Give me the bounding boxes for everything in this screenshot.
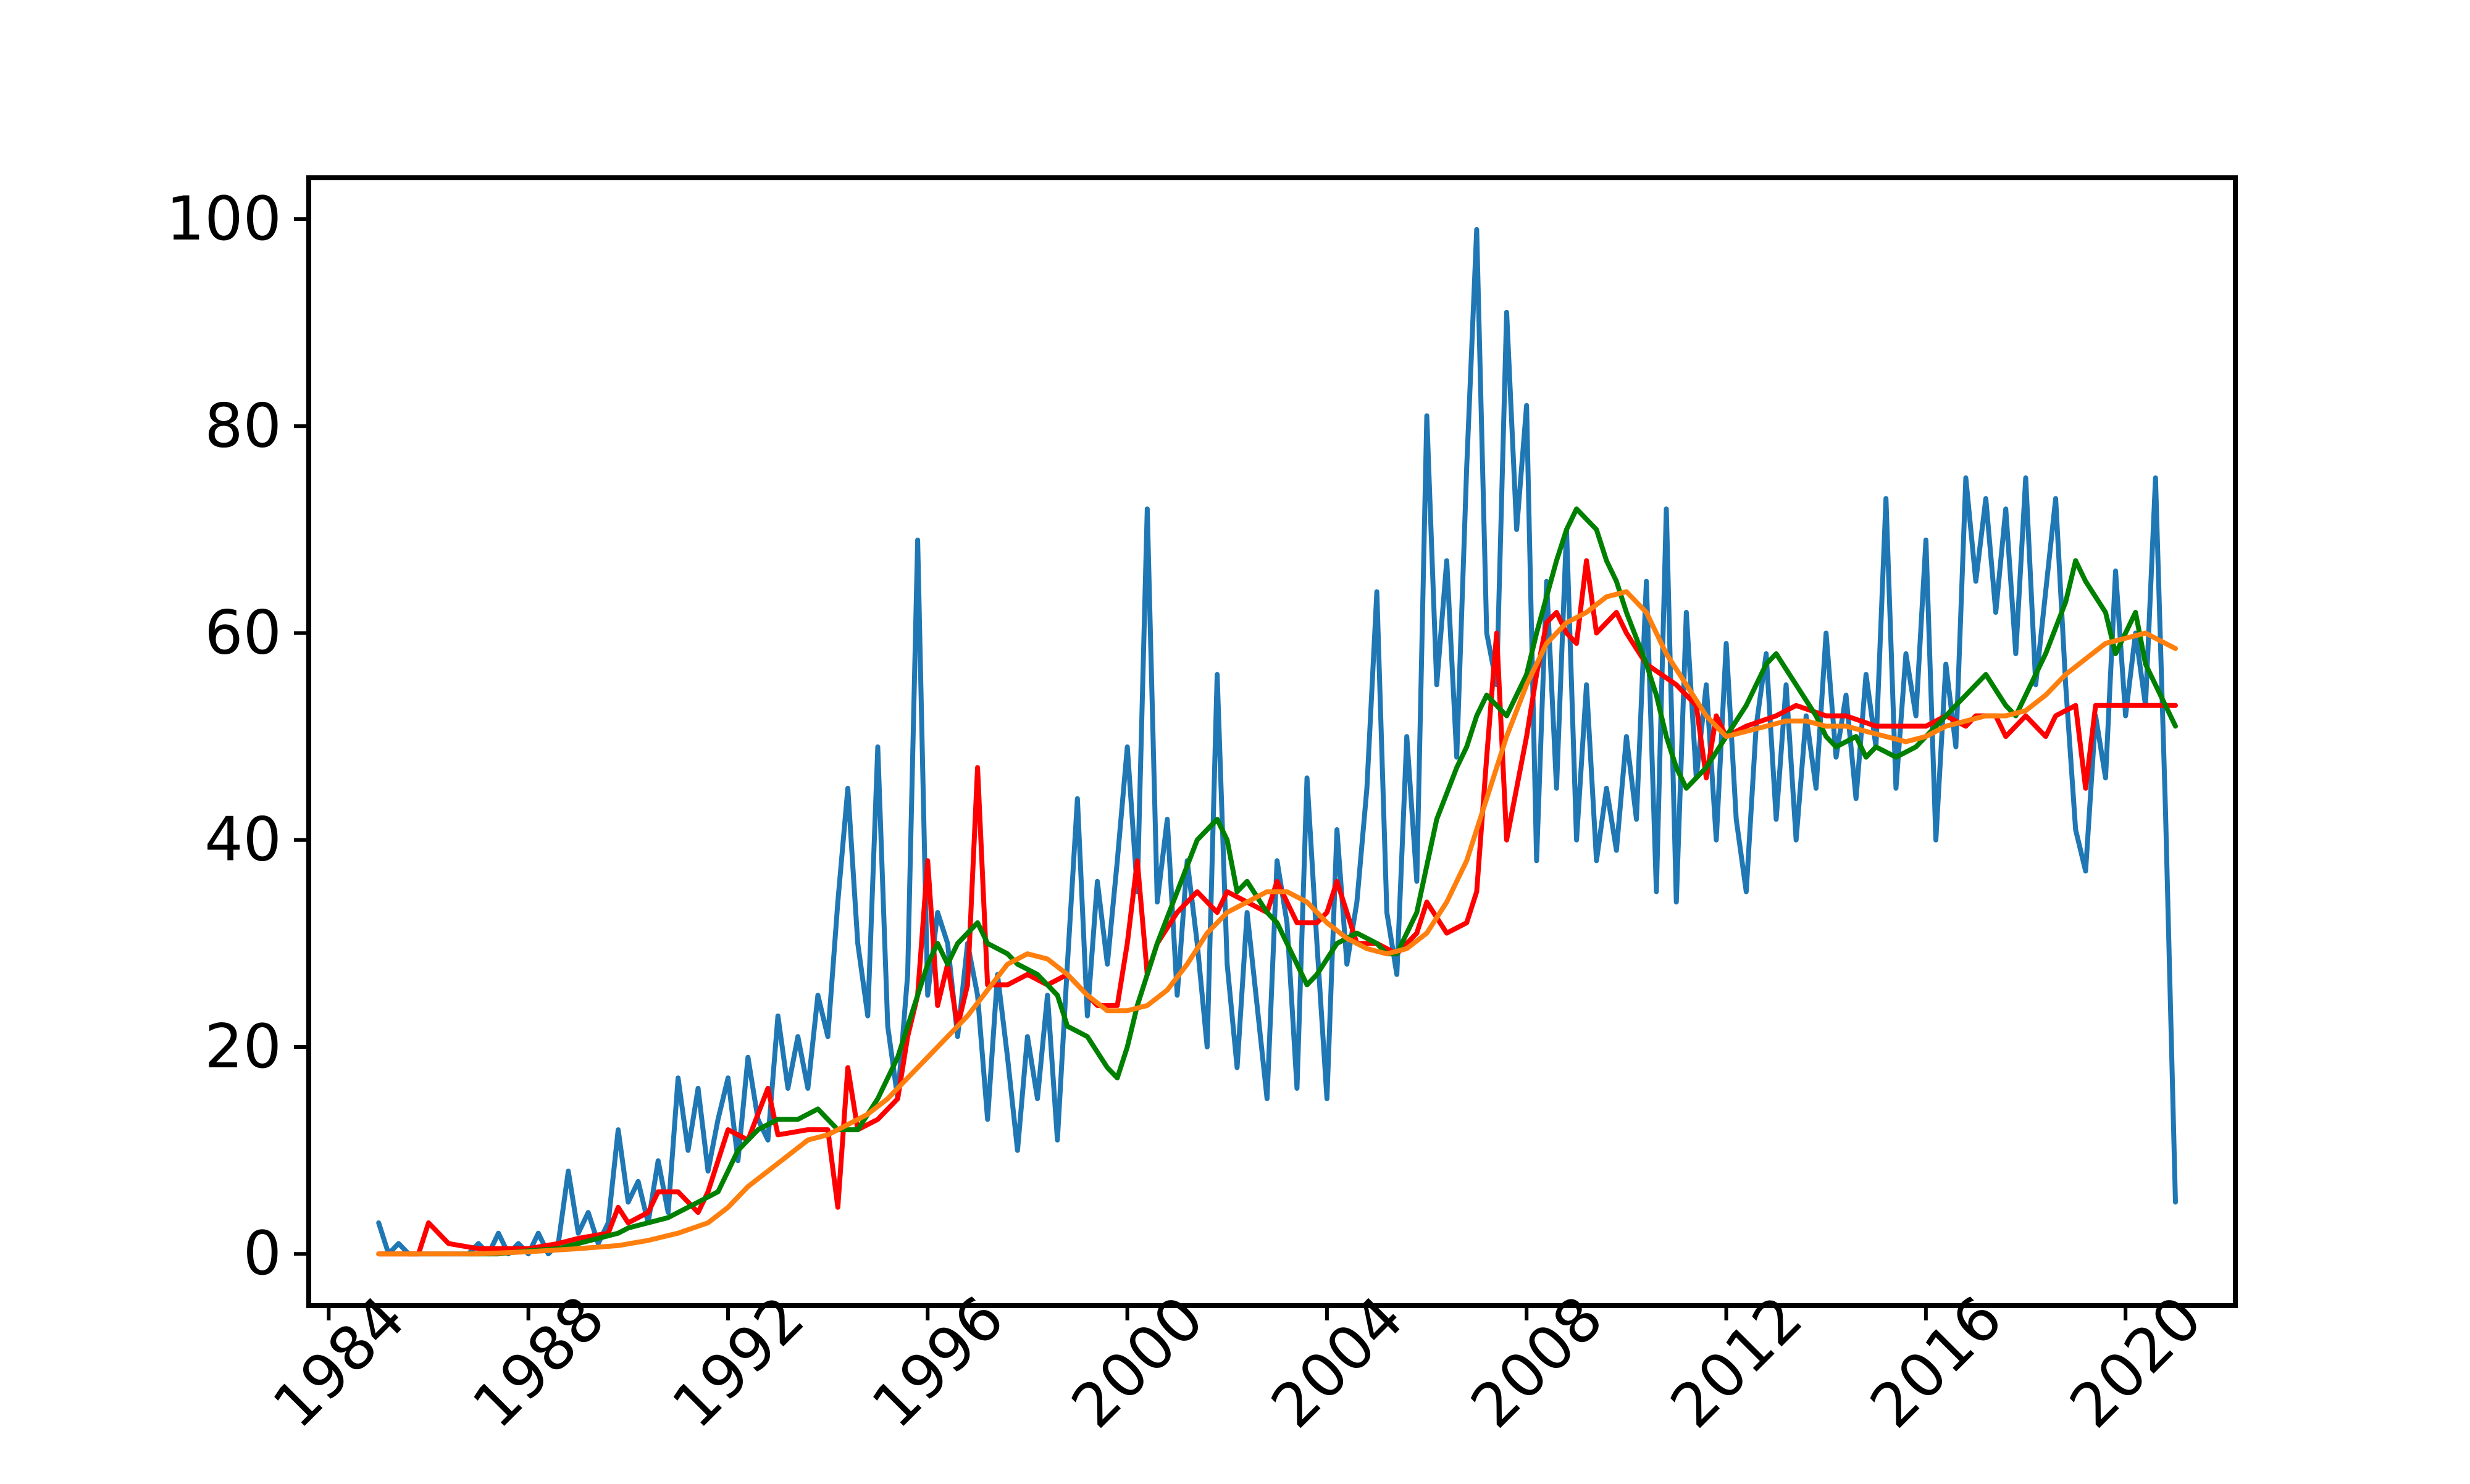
y-tick-label: 0 — [243, 1219, 282, 1289]
series-line-2 — [376, 558, 2178, 1257]
y-axis: 0 20 40 60 80 100 — [166, 184, 309, 1289]
series-layer — [376, 227, 2178, 1257]
y-tick-label: 80 — [204, 391, 282, 461]
series-line-1 — [376, 227, 2178, 1257]
series-line-3 — [466, 506, 2178, 1257]
y-tick-label: 40 — [204, 805, 282, 875]
y-tick-label: 20 — [204, 1012, 282, 1082]
plot-frame — [306, 175, 2238, 1308]
y-tick-label: 60 — [204, 598, 282, 669]
y-tick-label: 100 — [166, 184, 282, 254]
series-line-4 — [376, 589, 2178, 1257]
